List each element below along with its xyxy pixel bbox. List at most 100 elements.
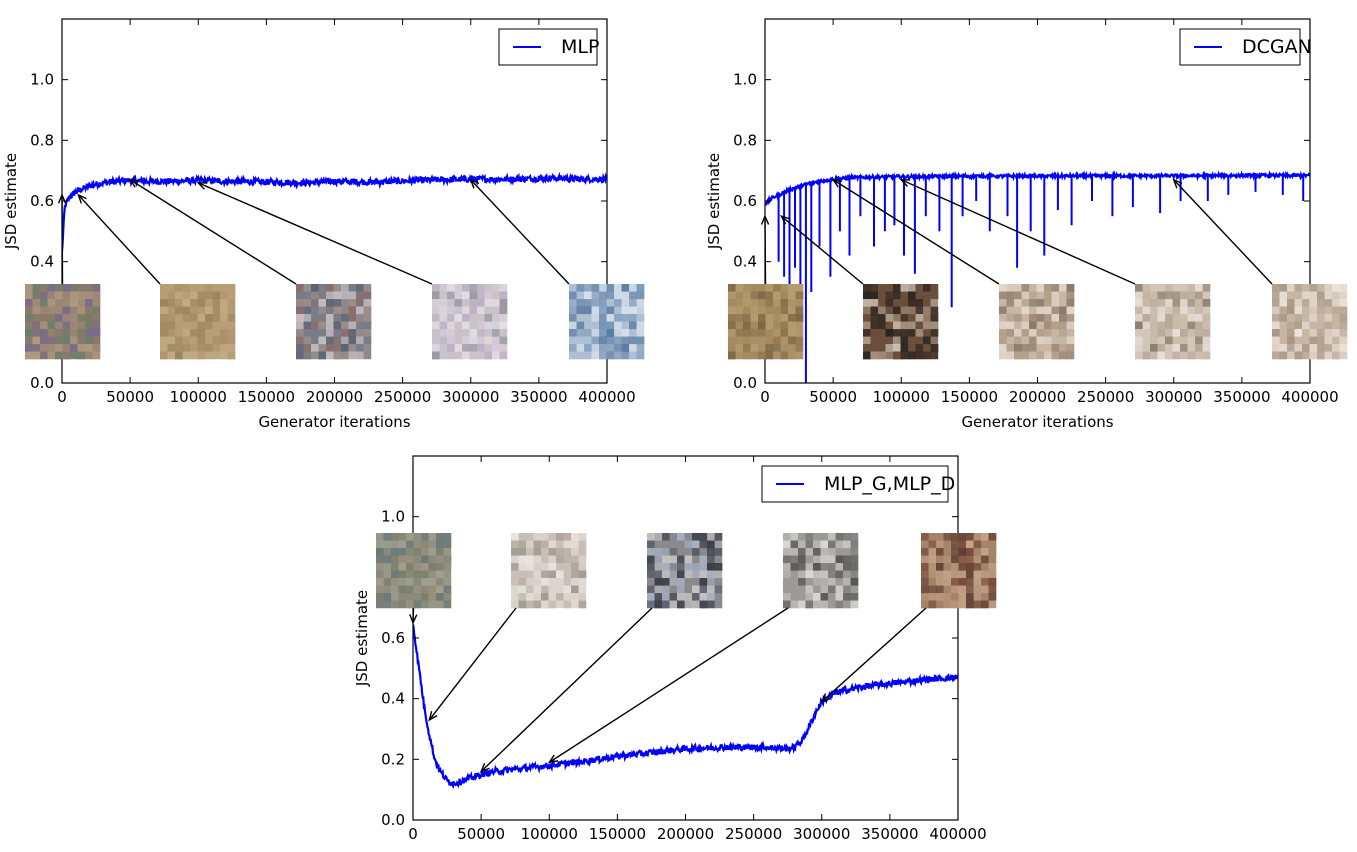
thumb-pixel	[1135, 344, 1143, 352]
thumb-pixel	[973, 570, 982, 579]
thumb-pixel	[1059, 291, 1067, 300]
thumb-pixel	[576, 329, 585, 337]
thumb-pixel	[443, 593, 452, 601]
thumb-pixel	[692, 593, 700, 601]
thumb-pixel	[1195, 314, 1203, 322]
thumb-pixel	[936, 540, 944, 549]
thumb-pixel	[341, 321, 349, 330]
thumb-pixel	[348, 336, 357, 345]
x-tick-label: 100000	[521, 825, 578, 843]
thumb-pixel	[569, 321, 577, 330]
thumb-pixel	[928, 533, 937, 541]
thumb-pixel	[436, 533, 444, 541]
thumb-pixel	[958, 548, 967, 556]
thumb-pixel	[900, 336, 909, 345]
thumb-pixel	[167, 299, 176, 307]
thumb-pixel	[692, 548, 700, 556]
thumb-pixel	[62, 299, 71, 307]
thumb-pixel	[1135, 306, 1143, 315]
thumb-pixel	[160, 344, 168, 352]
thumb-pixel	[205, 299, 213, 307]
thumb-pixel	[677, 585, 685, 594]
thumb-pixel	[591, 299, 600, 307]
annotation-arrow	[764, 216, 767, 285]
thumb-pixel	[999, 321, 1007, 330]
thumb-pixel	[1036, 329, 1045, 337]
thumb-pixel	[526, 578, 534, 586]
thumb-pixel	[758, 329, 766, 337]
thumb-pixel	[813, 570, 821, 579]
thumb-pixel	[333, 321, 342, 330]
thumb-pixel	[1202, 291, 1211, 300]
thumb-pixel	[576, 351, 585, 360]
thumb-pixel	[447, 344, 455, 352]
sample-thumbnail-2	[863, 284, 939, 360]
thumb-pixel	[454, 336, 463, 345]
thumb-pixel	[647, 600, 655, 609]
thumb-pixel	[863, 314, 871, 322]
thumb-pixel	[981, 548, 989, 556]
thumb-pixel	[1279, 336, 1288, 345]
thumb-pixel	[1014, 299, 1022, 307]
thumb-pixel	[363, 351, 372, 360]
thumb-pixel	[1066, 314, 1075, 322]
thumb-pixel	[1195, 351, 1203, 360]
thumb-pixel	[885, 306, 894, 315]
thumb-pixel	[85, 299, 93, 307]
thumb-pixel	[484, 351, 493, 360]
thumb-pixel	[1272, 314, 1280, 322]
thumb-pixel	[647, 563, 655, 571]
thumb-pixel	[973, 593, 982, 601]
thumb-pixel	[885, 299, 894, 307]
thumb-pixel	[758, 284, 766, 292]
thumb-pixel	[908, 299, 916, 307]
thumb-pixel	[92, 314, 101, 322]
thumb-pixel	[999, 344, 1007, 352]
thumb-pixel	[714, 555, 723, 564]
thumb-pixel	[1029, 306, 1037, 315]
thumb-pixel	[750, 306, 759, 315]
thumb-pixel	[783, 593, 791, 601]
thumb-pixel	[556, 578, 564, 586]
thumb-pixel	[556, 555, 564, 564]
thumb-pixel	[863, 344, 871, 352]
thumb-pixel	[621, 344, 630, 352]
thumb-pixel	[447, 314, 455, 322]
thumb-pixel	[1066, 284, 1075, 292]
thumb-pixel	[436, 540, 444, 549]
thumb-pixel	[205, 291, 213, 300]
thumb-pixel	[813, 593, 821, 601]
thumb-pixel	[1332, 351, 1340, 360]
thumb-pixel	[662, 600, 670, 609]
thumb-pixel	[25, 306, 33, 315]
thumb-pixel	[773, 299, 781, 307]
thumb-pixel	[212, 329, 221, 337]
thumb-pixel	[47, 284, 56, 292]
thumb-pixel	[571, 540, 579, 549]
thumb-pixel	[406, 578, 414, 586]
thumb-pixel	[432, 306, 440, 315]
thumb-pixel	[406, 563, 414, 571]
thumb-pixel	[303, 336, 312, 345]
thumb-pixel	[518, 570, 527, 579]
thumb-pixel	[462, 321, 470, 330]
thumb-pixel	[988, 548, 997, 556]
thumb-pixel	[923, 321, 931, 330]
thumb-pixel	[175, 344, 183, 352]
thumb-pixel	[788, 321, 796, 330]
thumb-pixel	[85, 329, 93, 337]
thumb-pixel	[1302, 284, 1310, 292]
thumb-pixel	[981, 585, 989, 594]
thumb-pixel	[484, 336, 493, 345]
thumb-pixel	[923, 336, 931, 345]
thumb-pixel	[212, 314, 221, 322]
thumb-pixel	[47, 306, 56, 315]
thumb-pixel	[1165, 299, 1173, 307]
thumb-pixel	[439, 351, 448, 360]
thumb-pixel	[951, 585, 959, 594]
thumb-pixel	[77, 329, 86, 337]
thumb-pixel	[735, 321, 744, 330]
thumb-pixel	[1287, 344, 1295, 352]
thumb-pixel	[1202, 336, 1211, 345]
